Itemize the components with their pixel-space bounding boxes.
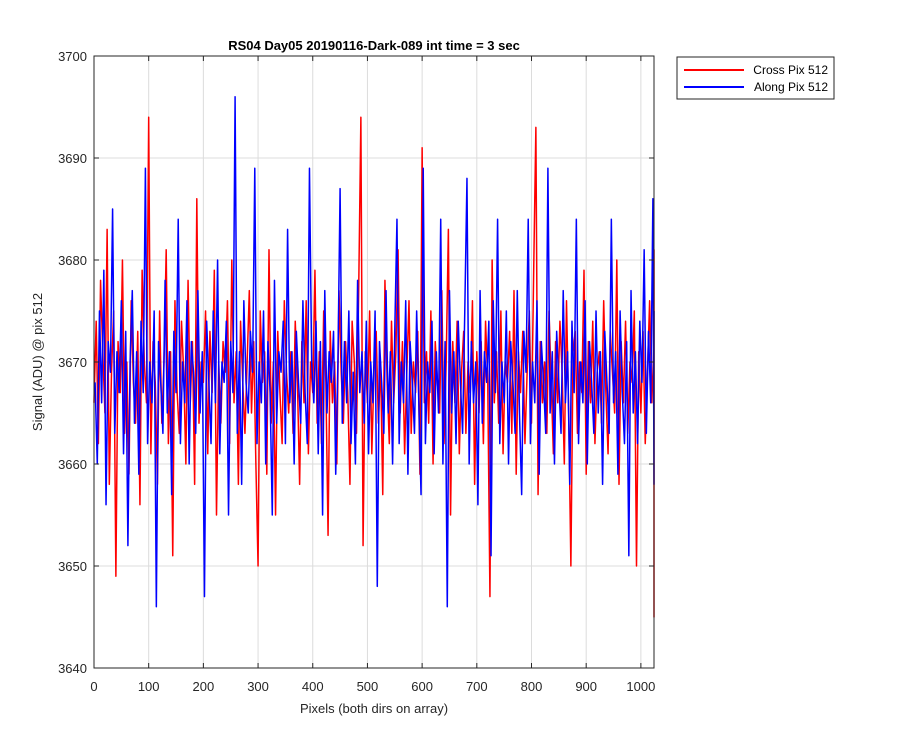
axis-ticks: 0 100 200 300 400 500 600 700 800 900 1000 3640 3650…	[58, 49, 655, 694]
series-line-along-pix-512	[94, 96, 655, 608]
y-tick-label: 3680	[58, 253, 87, 268]
y-tick-label: 3700	[58, 49, 87, 64]
x-tick-label: 1000	[626, 679, 655, 694]
x-axis-label: Pixels (both dirs on array)	[300, 701, 448, 716]
y-tick-label: 3650	[58, 559, 87, 574]
legend-box	[676, 56, 835, 100]
x-tick-label: 700	[466, 679, 488, 694]
x-tick-label: 400	[302, 679, 324, 694]
x-tick-label: 500	[357, 679, 379, 694]
x-tick-label: 100	[138, 679, 160, 694]
y-axis-label: Signal (ADU) @ pix 512	[30, 293, 45, 431]
chart-title: RS04 Day05 20190116-Dark-089 int time = …	[228, 38, 520, 53]
legend-label-along: Along Pix 512	[754, 80, 828, 94]
y-tick-label: 3670	[58, 355, 87, 370]
legend-label-cross: Cross Pix 512	[753, 63, 828, 77]
y-tick-label: 3660	[58, 457, 87, 472]
x-tick-label: 600	[411, 679, 433, 694]
y-tick-label: 3640	[58, 661, 87, 676]
x-tick-label: 900	[575, 679, 597, 694]
legend: Cross Pix 512 Along Pix 512	[676, 56, 835, 100]
x-tick-label: 800	[521, 679, 543, 694]
x-tick-label: 0	[90, 679, 97, 694]
y-tick-label: 3690	[58, 151, 87, 166]
x-tick-label: 300	[247, 679, 269, 694]
series-lines	[93, 96, 655, 618]
x-tick-label: 200	[193, 679, 215, 694]
